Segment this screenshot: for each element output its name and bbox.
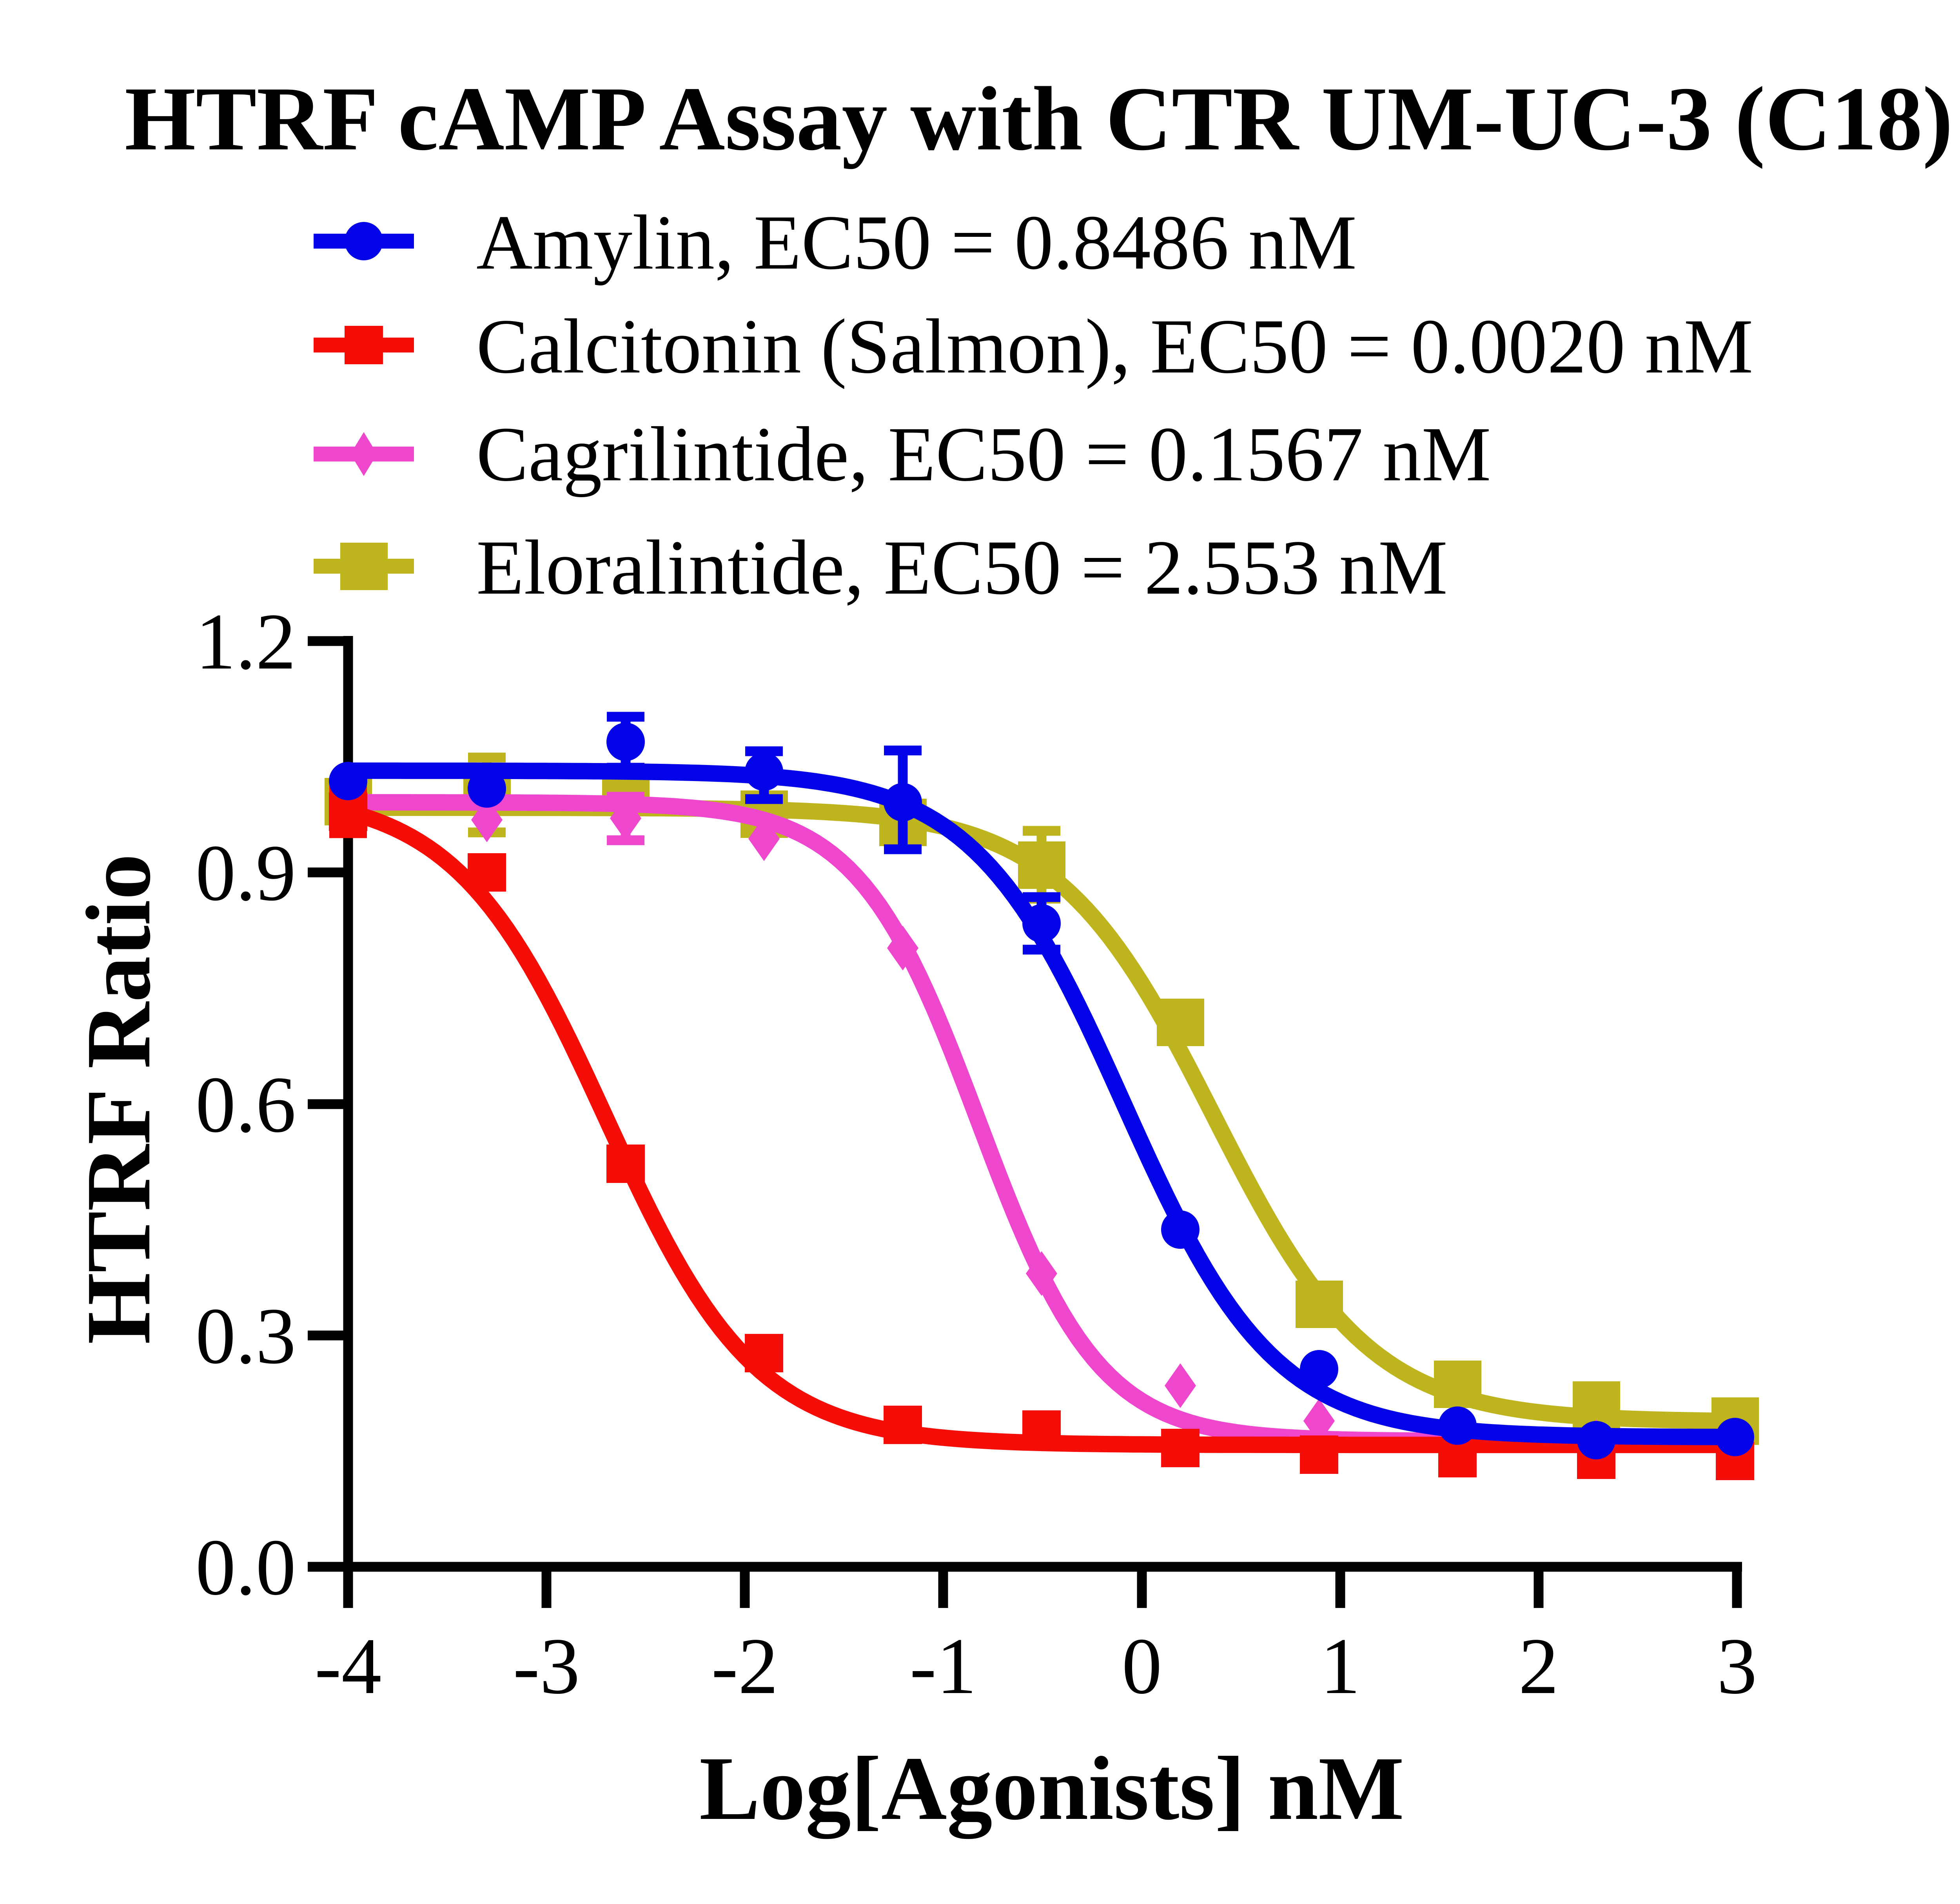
svg-text:0.9: 0.9 <box>196 828 296 917</box>
svg-text:-4: -4 <box>315 1622 382 1711</box>
svg-text:HTRF Ratio: HTRF Ratio <box>67 854 169 1344</box>
svg-text:-3: -3 <box>513 1622 580 1711</box>
svg-text:Cagrilintide, EC50 = 0.1567 nM: Cagrilintide, EC50 = 0.1567 nM <box>476 411 1491 498</box>
svg-text:0.3: 0.3 <box>196 1292 296 1381</box>
svg-text:1.2: 1.2 <box>196 597 296 686</box>
svg-text:Amylin, EC50 = 0.8486 nM: Amylin, EC50 = 0.8486 nM <box>476 200 1357 286</box>
svg-text:0.6: 0.6 <box>196 1060 296 1149</box>
svg-text:Calcitonin (Salmon), EC50 = 0.: Calcitonin (Salmon), EC50 = 0.0020 nM <box>476 303 1753 390</box>
svg-text:0.0: 0.0 <box>196 1523 296 1612</box>
svg-text:Eloralintide, EC50 = 2.553 nM: Eloralintide, EC50 = 2.553 nM <box>476 525 1448 611</box>
svg-text:1: 1 <box>1320 1622 1361 1711</box>
svg-text:HTRF cAMP Assay with CTR UM-UC: HTRF cAMP Assay with CTR UM-UC-3 (C18) <box>125 68 1953 169</box>
svg-text:3: 3 <box>1717 1622 1757 1711</box>
svg-text:-1: -1 <box>910 1622 977 1711</box>
svg-text:Log[Agonists] nM: Log[Agonists] nM <box>699 1738 1404 1839</box>
svg-text:-2: -2 <box>711 1622 779 1711</box>
svg-text:2: 2 <box>1519 1622 1559 1711</box>
svg-text:0: 0 <box>1122 1622 1162 1711</box>
